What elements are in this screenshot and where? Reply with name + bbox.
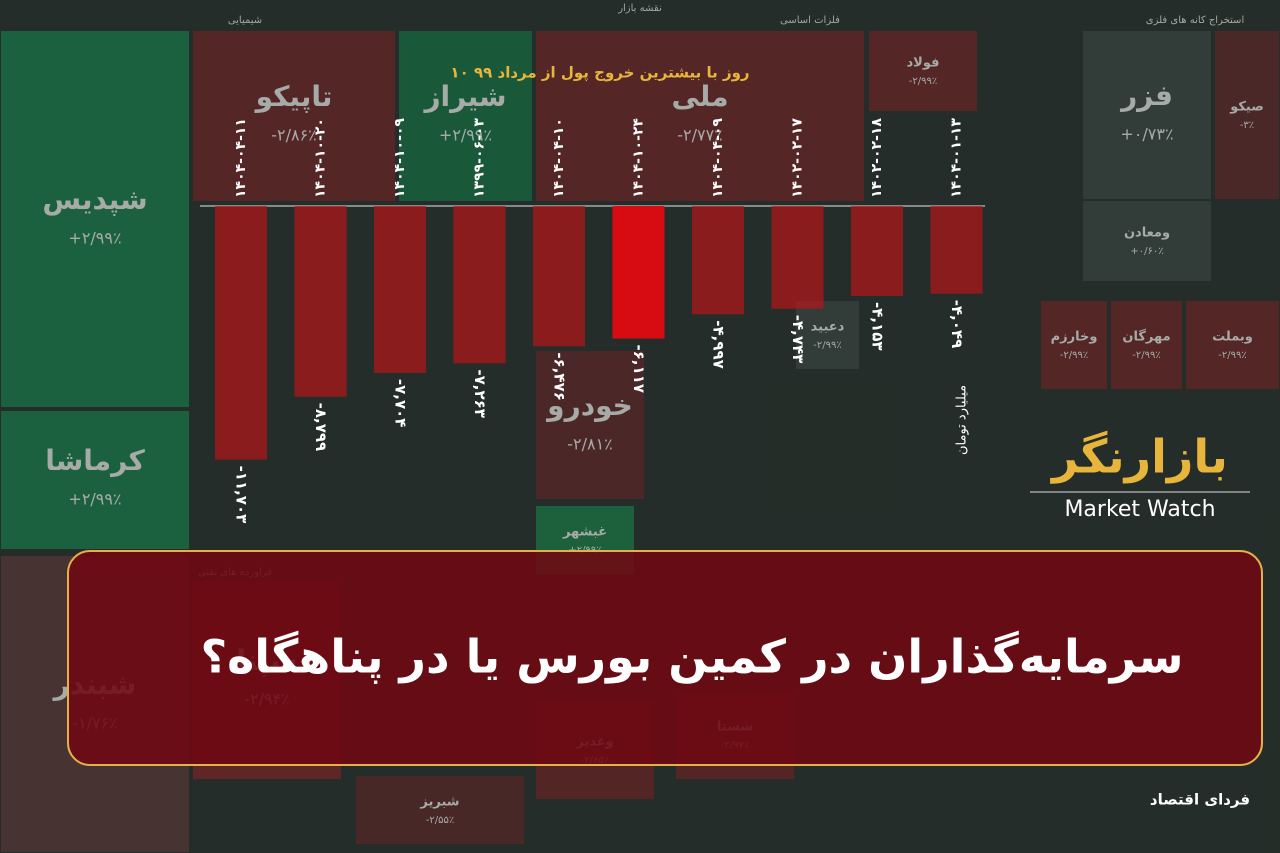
- value-label: -۴,۷۴۳: [789, 315, 807, 364]
- treemap-tile: [0, 409, 191, 551]
- tile-name: شپدیس: [42, 183, 147, 216]
- tile-change: -۳٪: [1240, 120, 1254, 131]
- tile-change: +۰/۶۰٪: [1130, 246, 1163, 257]
- tile-name: ومعادن: [1124, 226, 1170, 241]
- value-label: -۶,۱۱۷: [630, 345, 648, 394]
- bar: [533, 206, 585, 347]
- value-label: -۴,۱۵۳: [869, 302, 887, 351]
- category-label: ۱۳۹۹-۰۶-۰۳: [472, 118, 488, 198]
- bar: [215, 206, 267, 460]
- treemap-tile: [354, 774, 526, 846]
- treemap-tile: [0, 29, 191, 409]
- category-label: ۱۴۰۴-۰۴-۱۰: [551, 118, 567, 198]
- tile-name: فولاد: [906, 56, 939, 71]
- bar: [453, 206, 506, 364]
- unit-label: میلیارد تومان: [955, 385, 970, 455]
- tile-change: -۲/۷۷٪: [677, 126, 723, 145]
- category-label: ۱۴۰۴-۱۰-۲۰: [313, 118, 329, 198]
- value-label: -۷,۷۰۴: [392, 379, 410, 428]
- sector-label: شیمیایی: [228, 15, 262, 26]
- treemap-tile: [1184, 299, 1280, 391]
- bar: [771, 206, 824, 309]
- brand-name: بازارنگر: [1050, 430, 1228, 484]
- treemap-tile: [794, 299, 861, 371]
- category-label: ۱۴۰۲-۰۲-۱۷: [790, 118, 806, 198]
- chart-title: ۱۰ روز با بیشترین خروج پول از مرداد ۹۹: [450, 64, 749, 83]
- tile-name: غبشهر: [562, 525, 607, 540]
- value-label: -۸,۷۹۹: [312, 403, 330, 452]
- tile-change: +۰/۷۳٪: [1120, 125, 1173, 144]
- value-label: -۱۱,۷۰۳: [233, 466, 251, 524]
- tile-change: +۲/۹۹٪: [68, 490, 121, 509]
- treemap-tile: [1109, 299, 1184, 391]
- headline: سرمایه‌گذاران در کمین بورس یا در پناهگاه…: [200, 630, 1183, 685]
- tile-change: -۲/۵۵٪: [426, 815, 454, 826]
- bar: [294, 206, 347, 397]
- tile-name: کرماشا: [45, 444, 145, 477]
- brand-subtitle: Market Watch: [1064, 497, 1215, 522]
- sector-label: نقشه بازار: [617, 3, 662, 14]
- value-label: -۷,۲۶۳: [471, 369, 489, 418]
- source-logo: فردای اقتصاد: [1150, 791, 1250, 809]
- sector-label: استخراج کانه های فلزی: [1146, 15, 1244, 26]
- category-label: ۱۴۰۴-۰۴-۰۹: [710, 118, 726, 198]
- treemap-tile: [1213, 29, 1280, 201]
- category-label: ۱۴۰۲-۰۲-۱۸: [869, 118, 885, 198]
- tile-name: تاپیکو: [254, 80, 333, 113]
- category-label: ۱۴۰۴-۱۰-۲۴: [631, 118, 647, 198]
- tile-change: -۲/۸۱٪: [567, 435, 613, 454]
- bar: [374, 206, 426, 373]
- treemap-tile: [1081, 29, 1213, 201]
- treemap-tile: [867, 29, 979, 113]
- bar-chart: ۱۰ روز با بیشترین خروج پول از مرداد ۹۹ ۱…: [200, 64, 985, 524]
- bar: [612, 206, 665, 339]
- tile-change: -۲/۹۹٪: [813, 340, 841, 351]
- treemap-tile: [397, 29, 534, 203]
- tile-name: مهرگان: [1122, 329, 1170, 345]
- tile-change: +۲/۹۹٪: [439, 126, 492, 145]
- tile-change: -۲/۹۹٪: [1132, 350, 1160, 361]
- tile-name: خودرو: [545, 389, 633, 422]
- headline-box: [67, 550, 1263, 766]
- tile-name: دعبید: [811, 320, 845, 335]
- tile-change: -۲/۹۹٪: [909, 76, 937, 87]
- treemap-tile: [1081, 199, 1213, 283]
- bar: [930, 206, 983, 294]
- tile-change: +۲/۹۹٪: [68, 229, 121, 248]
- tile-name: شیراز: [422, 80, 506, 113]
- tile-name: فزر: [1119, 79, 1173, 112]
- tile-name: شبریز: [419, 795, 459, 810]
- value-label: -۴,۰۴۹: [948, 300, 966, 349]
- tile-change: -۲/۹۹٪: [1060, 350, 1088, 361]
- treemap-tile: [191, 29, 397, 203]
- treemap-tile: [1039, 299, 1109, 391]
- tile-change: -۲/۹۹٪: [1218, 350, 1246, 361]
- tile-name: وخارزم: [1051, 330, 1098, 345]
- category-label: ۱۴۰۴-۱۰-۰۹: [392, 118, 408, 198]
- value-label: -۴,۹۹۷: [710, 320, 728, 369]
- tile-name: ملی: [671, 80, 728, 113]
- treemap-tile: [534, 349, 646, 501]
- category-label: ۱۴۰۴-۰۴-۱۱: [233, 118, 249, 198]
- treemap-tile: [534, 29, 866, 203]
- bar: [692, 206, 744, 315]
- tile-change: -۲/۸۶٪: [271, 126, 317, 145]
- category-label: ۱۴۰۴-۰۱-۱۳: [949, 118, 965, 198]
- value-label: -۶,۴۷۶: [551, 352, 569, 401]
- tile-name: وبملت: [1212, 330, 1253, 345]
- sector-label: فلزات اساسی: [780, 15, 840, 26]
- tile-name: صیکو: [1229, 100, 1264, 115]
- bar: [851, 206, 903, 296]
